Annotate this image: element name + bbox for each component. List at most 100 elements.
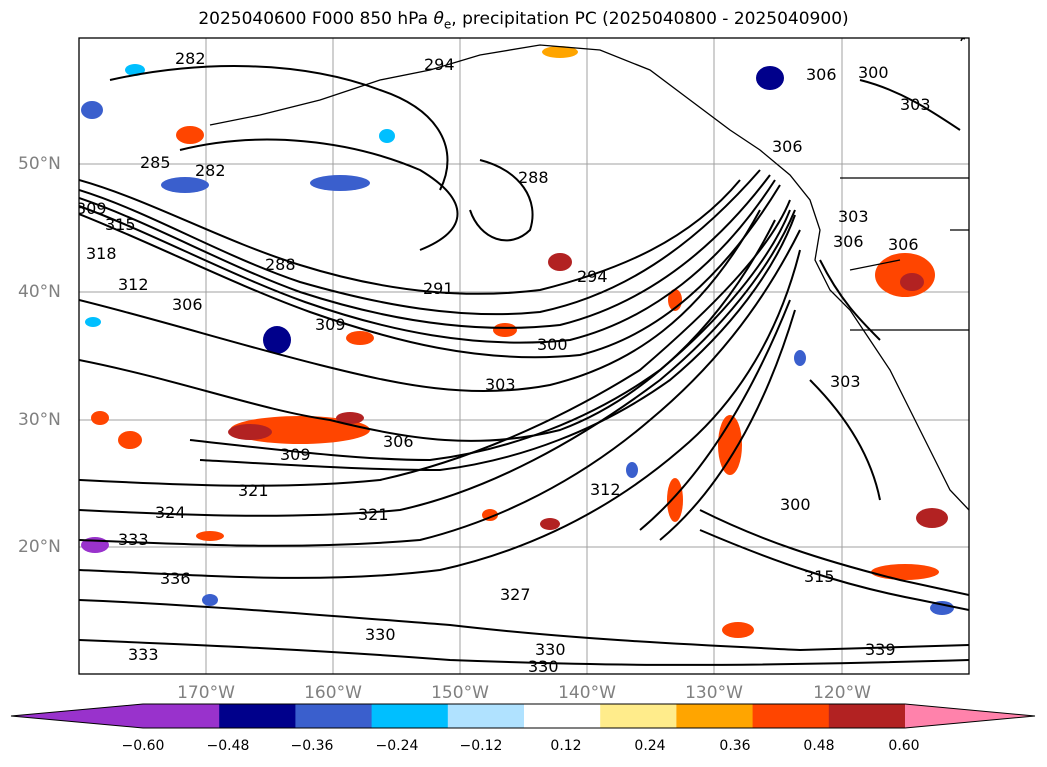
contour-line bbox=[179, 138, 459, 251]
contour-line bbox=[79, 184, 781, 359]
colorbar-tick-label: −0.48 bbox=[206, 738, 250, 754]
contour-label: 300 bbox=[780, 495, 811, 514]
precip-positive bbox=[196, 531, 224, 541]
contour-label: 306 bbox=[833, 232, 864, 251]
lon-label: 140°W bbox=[558, 683, 616, 703]
contour-label: 330 bbox=[528, 657, 559, 676]
colorbar-segment bbox=[524, 704, 601, 728]
precip-negative bbox=[310, 175, 370, 191]
colorbar-tick-label: −0.36 bbox=[290, 738, 334, 754]
contour-line bbox=[859, 79, 961, 131]
precip-positive bbox=[346, 331, 374, 345]
contour-label: 339 bbox=[865, 640, 896, 659]
contour-line bbox=[79, 209, 761, 393]
contour-line bbox=[79, 179, 741, 295]
contour-label: 300 bbox=[858, 63, 889, 82]
contour-label: 321 bbox=[358, 505, 389, 524]
contour-line bbox=[699, 509, 969, 596]
lon-label: 160°W bbox=[304, 683, 362, 703]
contour-line bbox=[79, 599, 969, 652]
contour-line bbox=[109, 65, 449, 191]
precip-positive bbox=[871, 564, 939, 580]
contour-line bbox=[79, 229, 801, 547]
colorbar-tick-label: 0.48 bbox=[803, 738, 835, 754]
precip-positive bbox=[722, 622, 754, 638]
map-background bbox=[79, 38, 969, 674]
lon-label: 130°W bbox=[685, 683, 743, 703]
precip-positive bbox=[667, 478, 683, 522]
precip-negative bbox=[263, 326, 291, 354]
colorbar-segment bbox=[676, 704, 754, 728]
contour-label: 306 bbox=[772, 137, 803, 156]
lat-label: 40°N bbox=[18, 282, 61, 302]
precip-negative bbox=[756, 66, 784, 90]
contour-label: 306 bbox=[806, 65, 837, 84]
contour-label: 282 bbox=[175, 49, 206, 68]
contour-label: 303 bbox=[838, 207, 869, 226]
theta-e-contours bbox=[79, 65, 969, 666]
contour-label: 330 bbox=[535, 640, 566, 659]
precip-negative bbox=[125, 64, 145, 76]
colorbar-segment bbox=[752, 704, 830, 728]
contour-line bbox=[79, 199, 791, 487]
border bbox=[840, 177, 969, 331]
contour-line bbox=[639, 299, 791, 531]
colorbar-extension-high bbox=[905, 704, 1035, 728]
colorbar-tick-label: −0.12 bbox=[459, 738, 503, 754]
precip-positive bbox=[228, 424, 272, 440]
coastlines bbox=[209, 44, 969, 511]
colorbar-tick-label: −0.24 bbox=[375, 738, 419, 754]
precip-negative bbox=[626, 462, 638, 478]
weather-map: 282 282 285 309 315 318 312 306 288 291 … bbox=[78, 37, 970, 676]
contour-line bbox=[699, 529, 969, 611]
contour-line bbox=[79, 209, 796, 517]
contour-label: 336 bbox=[160, 569, 191, 588]
colorbar-segment bbox=[447, 704, 525, 728]
contour-label: 318 bbox=[86, 244, 117, 263]
contour-label: 282 bbox=[195, 161, 226, 180]
lon-label: 120°W bbox=[813, 683, 871, 703]
contour-line bbox=[809, 379, 881, 501]
contour-label: 330 bbox=[365, 625, 396, 644]
lat-label: 30°N bbox=[18, 410, 61, 430]
contour-label: 288 bbox=[518, 168, 549, 187]
colorbar-segment bbox=[219, 704, 296, 728]
precip-positive bbox=[493, 323, 517, 337]
colorbar-tick-label: 0.24 bbox=[634, 738, 666, 754]
coastline bbox=[209, 44, 969, 511]
contour-label: 321 bbox=[238, 481, 269, 500]
map-frame bbox=[78, 37, 970, 675]
contour-line bbox=[659, 309, 796, 541]
precip-negative bbox=[379, 129, 395, 143]
contour-line bbox=[189, 209, 791, 462]
precip-negative bbox=[81, 101, 103, 119]
colorbar-tick-label: 0.60 bbox=[888, 738, 920, 754]
colorbar-tick-label: −0.60 bbox=[121, 738, 165, 754]
contour-line bbox=[469, 159, 534, 242]
lon-label: 150°W bbox=[431, 683, 489, 703]
contour-label: 306 bbox=[383, 432, 414, 451]
contour-line bbox=[79, 174, 771, 329]
colorbar-segments bbox=[11, 704, 1035, 728]
contour-line bbox=[79, 639, 969, 666]
contour-label: 291 bbox=[423, 279, 454, 298]
precip-positive bbox=[91, 411, 109, 425]
contour-label: 288 bbox=[265, 255, 296, 274]
contour-label: 324 bbox=[155, 503, 186, 522]
contour-label: 333 bbox=[128, 645, 159, 664]
contour-label: 315 bbox=[105, 215, 136, 234]
contour-line bbox=[79, 169, 761, 316]
precip-positive bbox=[900, 273, 924, 291]
precip-positive bbox=[336, 412, 364, 424]
colorbar-extension-low bbox=[11, 704, 143, 728]
precip-negative bbox=[930, 601, 954, 615]
precip-negative bbox=[161, 177, 209, 193]
precip-positive bbox=[548, 253, 572, 271]
precip-positive bbox=[176, 126, 204, 144]
colorbar-segment bbox=[828, 704, 906, 728]
colorbar-tick-label: 0.12 bbox=[550, 738, 582, 754]
contour-label: 315 bbox=[804, 567, 835, 586]
contour-line bbox=[79, 249, 801, 579]
lat-label: 50°N bbox=[18, 154, 61, 174]
lat-label: 20°N bbox=[18, 537, 61, 557]
